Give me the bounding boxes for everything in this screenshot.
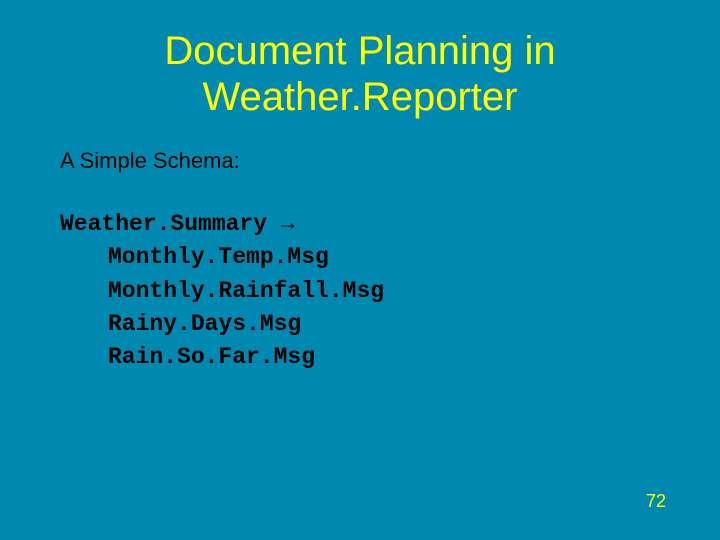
code-line-2: Monthly.Rainfall.Msg [60,275,660,308]
slide-title: Document Planning in Weather.Reporter [60,28,660,120]
code-line-1: Monthly.Temp.Msg [60,241,660,274]
title-line-2: Weather.Reporter [203,75,518,119]
title-line-1: Document Planning in [164,29,555,73]
slide: Document Planning in Weather.Reporter A … [0,0,720,540]
page-number: 72 [646,491,666,512]
schema-code-block: Weather.Summary → Monthly.Temp.Msg Month… [60,208,660,375]
code-line-4: Rain.So.Far.Msg [60,341,660,374]
code-line-3: Rainy.Days.Msg [60,308,660,341]
schema-subtitle: A Simple Schema: [60,148,660,174]
code-line-0: Weather.Summary → [60,208,660,241]
